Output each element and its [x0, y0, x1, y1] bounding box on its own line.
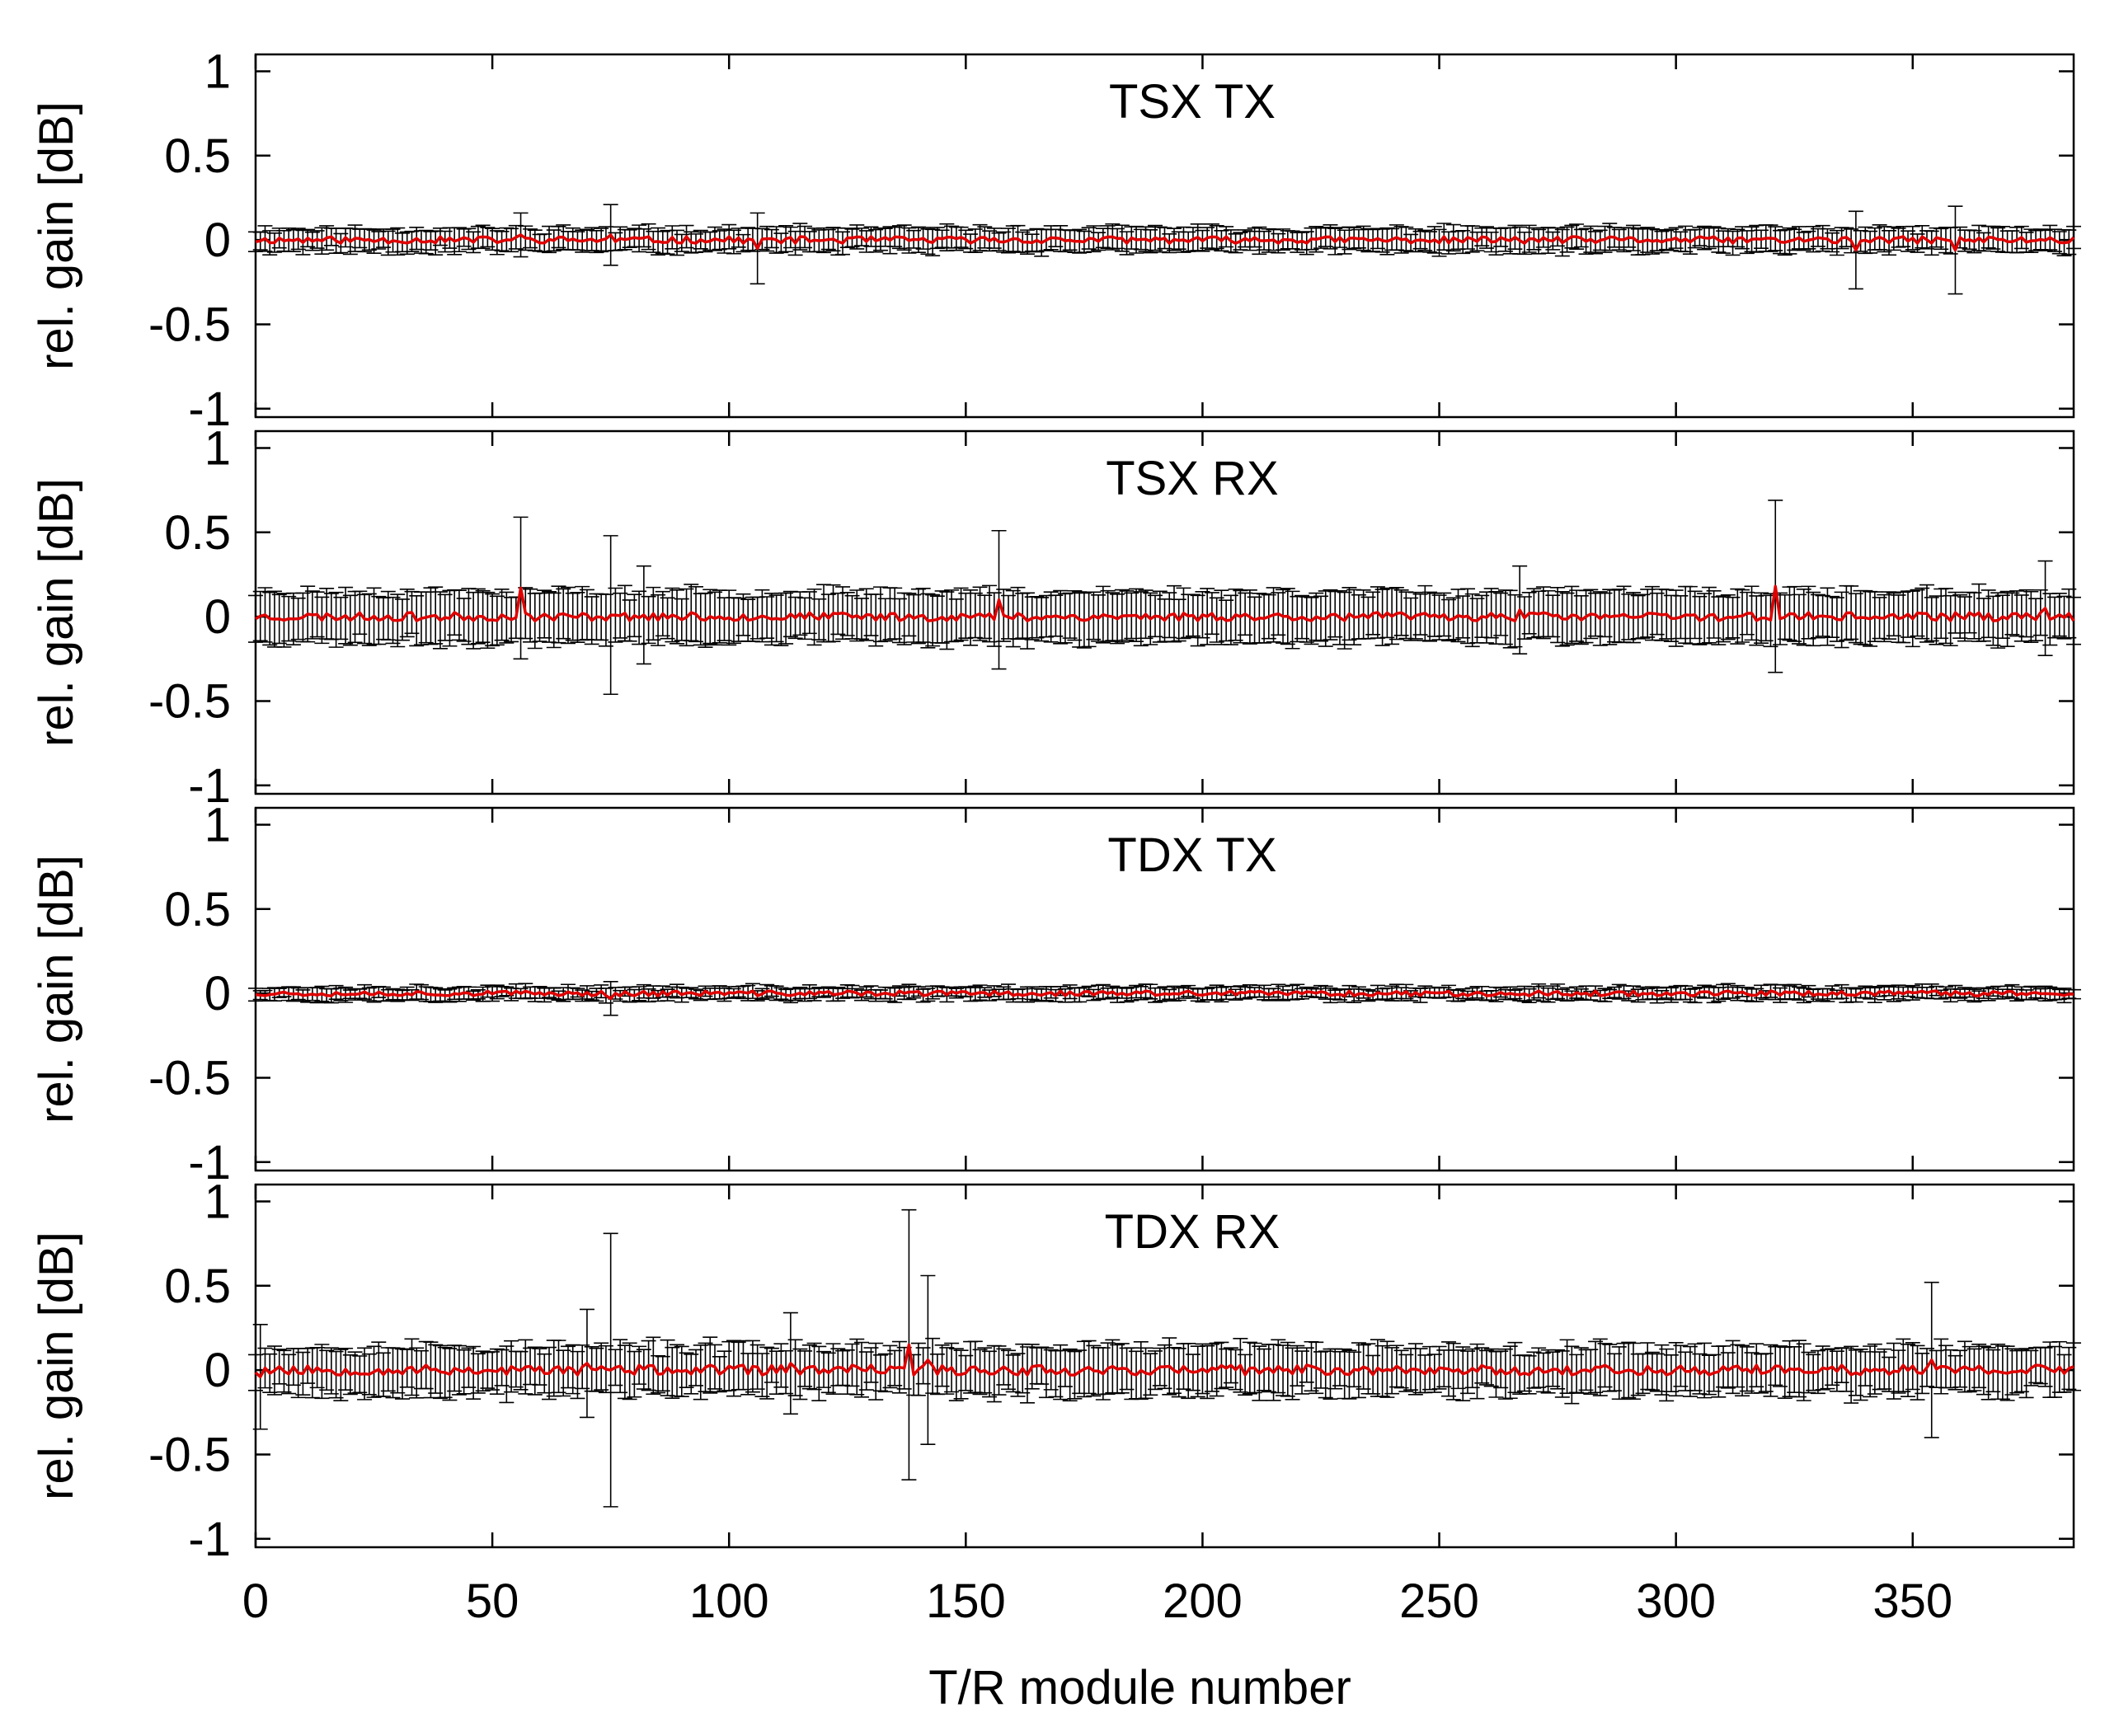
- panel-title: TSX RX: [1106, 452, 1279, 505]
- x-tick-label: 100: [689, 1574, 769, 1628]
- x-tick-label: 150: [926, 1574, 1006, 1628]
- y-tick-label: -0.5: [148, 674, 231, 728]
- x-tick-label: 50: [466, 1574, 519, 1628]
- y-tick-label: 1: [204, 421, 231, 475]
- y-tick-label: -0.5: [148, 1051, 231, 1105]
- panel-title: TSX TX: [1109, 75, 1276, 129]
- mean-gain-line: [255, 584, 2075, 622]
- x-tick-labels: 0 50 100 150 200 250 300 350: [242, 1574, 1952, 1628]
- y-tick-label: -0.5: [148, 298, 231, 351]
- panel-tdx-rx: 1 0.5 0 -0.5 -1 rel. gain [dB] TDX RX: [30, 1175, 2081, 1566]
- x-tick-label: 350: [1872, 1574, 1952, 1628]
- panel-tsx-rx: 1 0.5 0 -0.5 -1 rel. gain [dB] TSX RX: [30, 421, 2081, 813]
- mean-gain-line: [255, 233, 2075, 252]
- y-tick-label: 0.5: [164, 506, 231, 560]
- y-tick-label: -1: [188, 382, 231, 436]
- x-tick-label: 300: [1636, 1574, 1716, 1628]
- y-tick-label: 0: [204, 967, 231, 1020]
- panel-title: TDX TX: [1107, 828, 1276, 882]
- y-tick-label: -1: [188, 1136, 231, 1189]
- mean-gain-line: [255, 989, 2074, 1001]
- y-tick-label: 0: [204, 213, 231, 267]
- panels-layer: 1 0.5 0 -0.5 -1 rel. gain [dB] TSX TX 1 0.5 0 -0.5…: [30, 45, 2081, 1566]
- y-tick-label: 1: [204, 798, 231, 852]
- panel-tsx-tx: 1 0.5 0 -0.5 -1 rel. gain [dB] TSX TX: [30, 45, 2081, 436]
- x-tick-label: 200: [1163, 1574, 1243, 1628]
- y-tick-label: 0.5: [164, 1260, 231, 1313]
- y-tick-label: 1: [204, 45, 231, 98]
- panel-tdx-tx: 1 0.5 0 -0.5 -1 rel. gain [dB] TDX TX: [30, 798, 2081, 1189]
- y-axis-label: rel. gain [dB]: [30, 101, 83, 370]
- panel-title: TDX RX: [1105, 1205, 1280, 1259]
- x-tick-label: 0: [242, 1574, 269, 1628]
- x-tick-label: 250: [1399, 1574, 1479, 1628]
- y-tick-label: -1: [188, 1513, 231, 1566]
- y-tick-label: 0.5: [164, 129, 231, 183]
- y-tick-label: 0.5: [164, 883, 231, 936]
- y-axis-label: rel. gain [dB]: [30, 1232, 83, 1500]
- mean-gain-line: [254, 1343, 2074, 1379]
- y-tick-label: 0: [204, 1344, 231, 1397]
- y-axis-label: rel. gain [dB]: [30, 478, 83, 747]
- y-tick-label: 1: [204, 1175, 231, 1228]
- error-bars: [248, 204, 2081, 295]
- error-bars: [248, 980, 2081, 1016]
- y-tick-label: 0: [204, 590, 231, 644]
- y-tick-label: -1: [188, 759, 231, 813]
- y-axis-label: rel. gain [dB]: [30, 855, 83, 1124]
- x-axis-label: T/R module number: [928, 1661, 1351, 1715]
- y-tick-label: -0.5: [148, 1428, 231, 1481]
